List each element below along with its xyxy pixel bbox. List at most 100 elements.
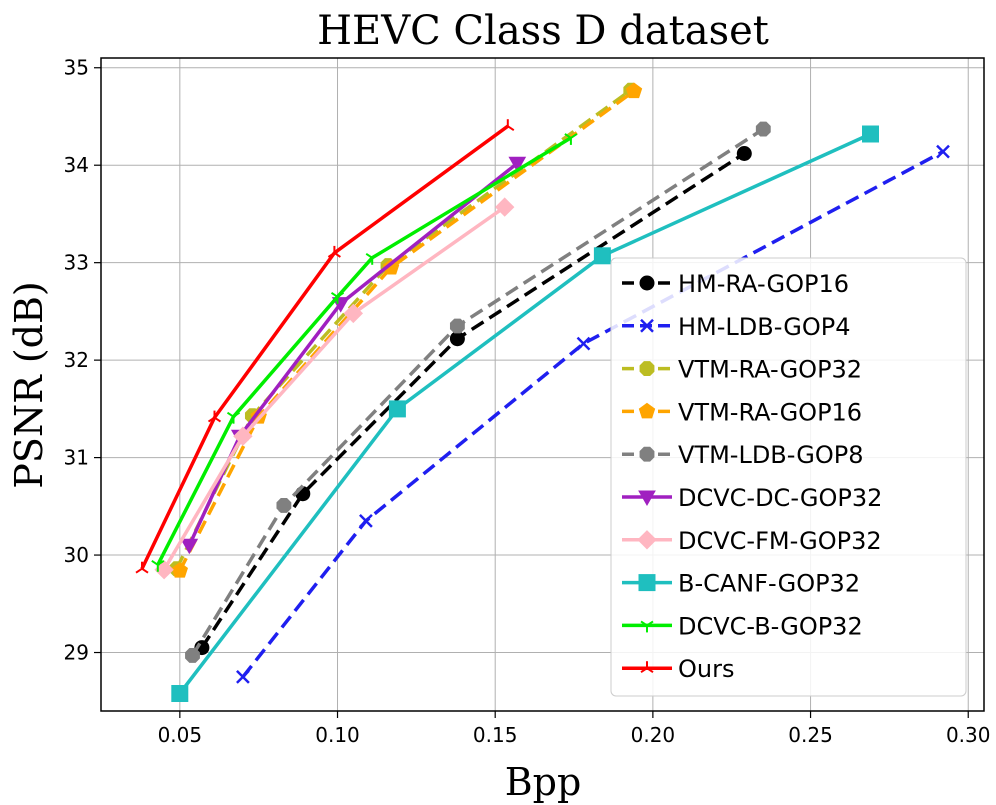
data-point — [365, 252, 379, 265]
legend-label: B-CANF-GOP32 — [678, 570, 860, 598]
marker-shape — [639, 361, 655, 377]
marker-shape — [936, 144, 950, 159]
marker-shape — [207, 416, 216, 423]
x-tick-label: 0.05 — [158, 723, 203, 747]
marker-shape — [236, 670, 250, 684]
plot-frame — [100, 57, 985, 712]
y-tick-label: 35 — [64, 56, 89, 80]
legend-marker — [638, 490, 656, 507]
marker-shape — [388, 400, 406, 418]
marker-shape — [185, 647, 200, 663]
legend-marker — [638, 402, 656, 419]
data-point — [494, 197, 515, 217]
marker-shape — [646, 620, 654, 627]
series-line — [140, 124, 509, 570]
x-tick-label: 0.25 — [788, 723, 833, 747]
series-vtm-ldb-gop8 — [185, 121, 771, 663]
marker-shape — [336, 291, 345, 298]
legend-marker — [640, 318, 654, 333]
legend-marker — [640, 620, 654, 633]
marker-shape — [233, 426, 253, 446]
legend-entry: DCVC-FM-GOP32 — [622, 527, 882, 555]
y-tick-label: 32 — [64, 348, 89, 372]
series-dcvc-fm-gop32 — [154, 197, 515, 580]
data-point — [135, 561, 149, 574]
y-axis-ticks: 29 30 31 32 33 34 35 — [64, 56, 101, 665]
legend-entry: VTM-RA-GOP32 — [622, 356, 862, 384]
marker-shape — [638, 574, 656, 592]
data-point — [508, 156, 527, 173]
data-point — [736, 146, 752, 161]
data-point — [564, 133, 578, 145]
data-point — [862, 125, 879, 143]
marker-shape — [593, 247, 611, 265]
legend-label: Ours — [678, 655, 734, 683]
legend-label: DCVC-DC-GOP32 — [678, 484, 882, 512]
data-point — [388, 400, 406, 418]
series-hm-ldb-gop4 — [236, 144, 950, 684]
x-tick-label: 0.30 — [946, 723, 991, 747]
marker-shape — [576, 336, 591, 351]
marker-shape — [382, 258, 400, 275]
data-point — [226, 411, 241, 424]
marker-shape — [343, 303, 364, 324]
legend-entry: DCVC-B-GOP32 — [622, 612, 863, 640]
data-point — [327, 245, 341, 258]
legend-frame — [610, 257, 967, 697]
legend-marker — [639, 446, 655, 462]
marker-shape — [232, 411, 241, 418]
series-line — [175, 88, 632, 570]
marker-shape — [171, 685, 189, 702]
marker-shape — [640, 620, 648, 627]
data-point — [236, 670, 250, 684]
y-tick-label: 34 — [64, 153, 89, 177]
series-hm-ra-gop16 — [194, 146, 752, 656]
series-b-canf-gop32 — [171, 125, 879, 702]
legend-marker — [639, 275, 655, 291]
legend-label: VTM-RA-GOP16 — [678, 398, 862, 426]
legend-label: DCVC-FM-GOP32 — [678, 527, 882, 555]
marker-shape — [638, 490, 656, 507]
data-point — [593, 247, 611, 265]
data-point — [343, 303, 364, 324]
legend-entry: VTM-LDB-GOP8 — [622, 441, 864, 469]
series-ours — [135, 119, 515, 574]
marker-shape — [330, 291, 339, 298]
legend-entry: B-CANF-GOP32 — [622, 570, 860, 598]
data-point — [233, 426, 253, 446]
marker-shape — [449, 331, 465, 347]
marker-shape — [359, 514, 373, 528]
legend-entry: HM-LDB-GOP4 — [622, 313, 851, 341]
data-point — [625, 82, 643, 99]
marker-shape — [639, 275, 655, 291]
data-point — [576, 336, 591, 351]
marker-shape — [157, 559, 165, 566]
series-dcvc-dc-gop32 — [180, 156, 527, 555]
legend-entry: VTM-RA-GOP16 — [622, 398, 862, 426]
series-vtm-ra-gop32 — [169, 82, 639, 577]
marker-shape — [171, 562, 188, 578]
data-point — [501, 119, 515, 132]
y-tick-label: 30 — [64, 543, 89, 567]
legend-label: HM-LDB-GOP4 — [678, 313, 851, 341]
series-dcvc-b-gop32 — [151, 133, 578, 572]
data-point — [936, 144, 950, 159]
marker-shape — [508, 156, 527, 173]
series-line — [200, 152, 746, 649]
marker-shape — [736, 146, 752, 161]
legend-label: VTM-RA-GOP32 — [678, 356, 862, 384]
marker-shape — [371, 252, 379, 259]
marker-shape — [333, 252, 341, 258]
marker-shape — [646, 667, 654, 674]
series-line — [178, 89, 636, 572]
marker-shape — [501, 125, 509, 132]
y-tick-label: 29 — [64, 641, 89, 665]
data-point — [755, 121, 771, 137]
marker-shape — [507, 125, 515, 132]
data-point — [449, 318, 465, 334]
marker-shape — [625, 82, 643, 99]
marker-shape — [327, 252, 335, 258]
x-axis-label: Bpp — [505, 760, 582, 804]
data-point — [180, 538, 199, 555]
